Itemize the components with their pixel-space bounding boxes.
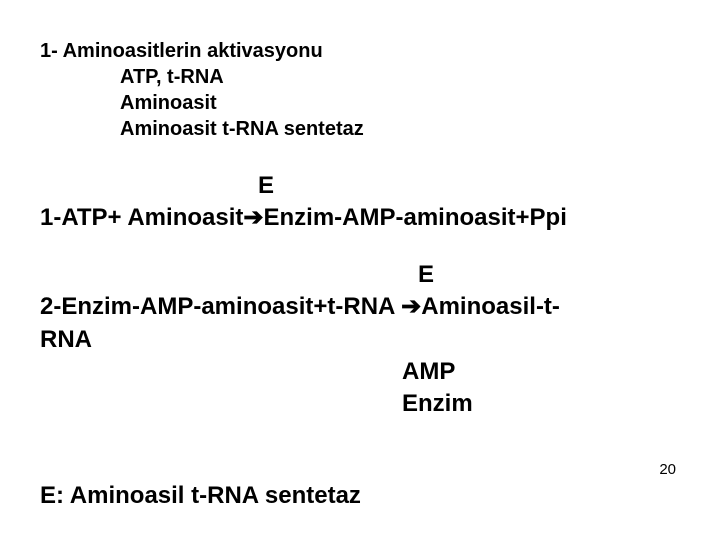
slide: 1- Aminoasitlerin aktivasyonu ATP, t-RNA…: [0, 0, 720, 540]
eq2-e-label: E: [40, 259, 680, 291]
eq2-line1a: 2-Enzim-AMP-aminoasit+t-RNA: [40, 293, 401, 320]
page-number: 20: [659, 461, 676, 478]
eq1-lhs: 1-ATP+ Aminoasit: [40, 204, 243, 231]
eq1-e-label: E: [40, 170, 680, 202]
eq2-product-1: AMP: [40, 356, 680, 388]
eq1-line: 1-ATP+ Aminoasit➔Enzim-AMP-aminoasit+Ppi: [40, 202, 680, 234]
equation-1: E 1-ATP+ Aminoasit➔Enzim-AMP-aminoasit+P…: [40, 170, 680, 235]
eq2-product-2: Enzim: [40, 388, 680, 420]
footer-definition: E: Aminoasil t-RNA sentetaz: [40, 482, 361, 510]
equation-2: E 2-Enzim-AMP-aminoasit+t-RNA ➔Aminoasil…: [40, 259, 680, 421]
header-block: 1- Aminoasitlerin aktivasyonu ATP, t-RNA…: [40, 38, 680, 142]
header-line-2: ATP, t-RNA: [40, 64, 680, 90]
header-line-4: Aminoasit t-RNA sentetaz: [40, 116, 680, 142]
arrow-icon: ➔: [243, 204, 263, 231]
eq2-line1: 2-Enzim-AMP-aminoasit+t-RNA ➔Aminoasil-t…: [40, 291, 680, 323]
arrow-icon: ➔: [401, 293, 421, 320]
eq2-line2: RNA: [40, 324, 680, 356]
header-line-3: Aminoasit: [40, 90, 680, 116]
eq2-line1b: Aminoasil-t-: [421, 293, 560, 320]
eq1-rhs: Enzim-AMP-aminoasit+Ppi: [263, 204, 566, 231]
header-line-1: 1- Aminoasitlerin aktivasyonu: [40, 38, 680, 64]
